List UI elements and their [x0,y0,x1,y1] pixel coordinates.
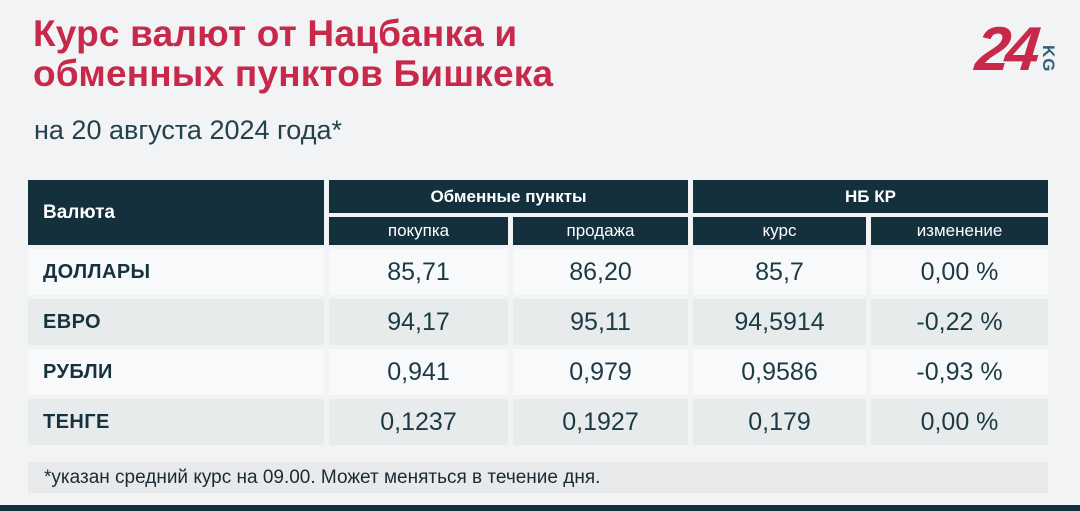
exchange-rate-table: Валюта Обменные пункты НБ КР покупка про… [28,180,1048,445]
col-group-exchange-offices: Обменные пункты [329,180,688,213]
title-line-1: Курс валют от Нацбанка и [33,13,518,54]
col-group-national-bank: НБ КР [693,180,1048,213]
cell-kzt-sell: 0,1927 [513,399,688,445]
col-header-rate: курс [693,217,866,245]
cell-eur-rate: 94,5914 [693,299,866,345]
logo-number: 24 [972,15,1039,84]
bottom-accent-bar [0,505,1080,511]
date-subtitle: на 20 августа 2024 года* [34,115,342,145]
col-header-change: изменение [871,217,1048,245]
row-usd-name: ДОЛЛАРЫ [28,249,324,295]
cell-kzt-buy: 0,1237 [329,399,508,445]
page-title: Курс валют от Нацбанка и обменных пункто… [33,14,553,94]
cell-rub-sell: 0,979 [513,349,688,395]
cell-rub-rate: 0,9586 [693,349,866,395]
cell-eur-sell: 95,11 [513,299,688,345]
row-eur-name: ЕВРО [28,299,324,345]
col-header-buy: покупка [329,217,508,245]
cell-rub-change: -0,93 % [871,349,1048,395]
cell-usd-rate: 85,7 [693,249,866,295]
cell-kzt-rate: 0,179 [693,399,866,445]
cell-eur-change: -0,22 % [871,299,1048,345]
cell-usd-buy: 85,71 [329,249,508,295]
cell-eur-buy: 94,17 [329,299,508,345]
logo-country-code: KG [1039,44,1058,73]
cell-usd-sell: 86,20 [513,249,688,295]
footnote-bar: *указан средний курс на 09.00. Может мен… [28,462,1048,493]
cell-usd-change: 0,00 % [871,249,1048,295]
row-kzt-name: ТЕНГЕ [28,399,324,445]
row-rub-name: РУБЛИ [28,349,324,395]
col-header-sell: продажа [513,217,688,245]
cell-rub-buy: 0,941 [329,349,508,395]
col-header-currency: Валюта [28,180,324,245]
cell-kzt-change: 0,00 % [871,399,1048,445]
title-line-2: обменных пунктов Бишкека [33,53,554,94]
24kg-logo-icon: 24 KG [972,15,1058,84]
